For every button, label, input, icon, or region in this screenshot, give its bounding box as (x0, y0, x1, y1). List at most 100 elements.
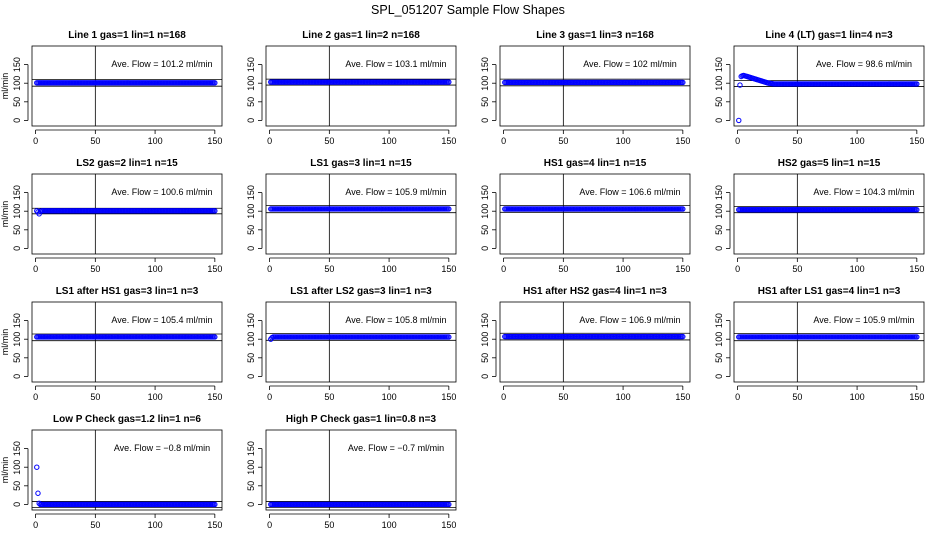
x-tick-label: 100 (148, 136, 163, 146)
panel-title: Line 3 gas=1 lin=3 n=168 (536, 30, 654, 41)
x-tick-label: 50 (792, 136, 802, 146)
x-tick-label: 100 (850, 392, 865, 402)
data-point (914, 207, 920, 213)
y-tick-label: 0 (480, 246, 490, 251)
x-tick-label: 100 (616, 392, 631, 402)
data-point (680, 79, 686, 86)
data-points (502, 333, 686, 340)
data-points (502, 79, 686, 86)
y-tick-label: 100 (714, 204, 724, 219)
panel: Line 1 gas=1 lin=1 n=168 Ave. Flow = 101.… (0, 30, 223, 146)
x-tick-label: 50 (90, 136, 100, 146)
average-flow-label: Ave. Flow = −0.8 ml/min (114, 443, 210, 453)
x-tick-label: 150 (675, 264, 690, 274)
data-points (268, 334, 452, 342)
x-tick-label: 0 (33, 520, 38, 530)
x-tick-label: 150 (441, 264, 456, 274)
average-flow-label: Ave. Flow = 106.9 ml/min (579, 315, 680, 325)
panel: HS1 gas=4 lin=1 n=15 Ave. Flow = 106.6 ml… (480, 158, 691, 274)
average-flow-label: Ave. Flow = 105.9 ml/min (345, 187, 446, 197)
panel-title: HS2 gas=5 lin=1 n=15 (778, 158, 881, 169)
x-tick-label: 100 (616, 136, 631, 146)
y-tick-label: 150 (12, 313, 22, 328)
y-tick-label: 150 (246, 57, 256, 72)
y-axis-label: ml/min (0, 329, 10, 356)
average-flow-label: Ave. Flow = 106.6 ml/min (579, 187, 680, 197)
y-tick-label: 50 (480, 225, 490, 235)
y-tick-label: 0 (12, 374, 22, 379)
y-tick-label: 0 (480, 118, 490, 123)
data-point (212, 208, 218, 214)
y-tick-label: 50 (714, 97, 724, 107)
x-tick-label: 0 (501, 392, 506, 402)
y-tick-label: 0 (714, 374, 724, 379)
y-tick-label: 50 (480, 97, 490, 107)
y-tick-label: 0 (246, 502, 256, 507)
data-point (680, 206, 686, 212)
average-flow-label: Ave. Flow = 98.6 ml/min (816, 59, 912, 69)
y-tick-label: 50 (480, 353, 490, 363)
x-tick-label: 150 (909, 392, 924, 402)
x-tick-label: 150 (441, 520, 456, 530)
x-tick-label: 100 (382, 264, 397, 274)
x-tick-label: 150 (675, 392, 690, 402)
x-tick-label: 100 (382, 392, 397, 402)
x-tick-label: 50 (558, 264, 568, 274)
data-point (914, 81, 920, 87)
x-tick-label: 150 (207, 264, 222, 274)
data-point (446, 79, 452, 85)
panel-title: Line 2 gas=1 lin=2 n=168 (302, 30, 420, 41)
plot-frame (733, 45, 925, 127)
x-tick-label: 50 (90, 392, 100, 402)
y-tick-label: 100 (480, 332, 490, 347)
y-tick-label: 50 (246, 97, 256, 107)
panel: LS1 gas=3 lin=1 n=15 Ave. Flow = 105.9 ml… (246, 158, 457, 274)
y-axis-label: ml/min (0, 201, 10, 228)
panel-title: HS1 after LS1 gas=4 lin=1 n=3 (758, 286, 901, 297)
panel: LS1 after HS1 gas=3 lin=1 n=3 Ave. Flow =… (0, 286, 223, 402)
plot-frame (265, 429, 457, 511)
y-tick-label: 150 (480, 313, 490, 328)
x-tick-label: 50 (792, 264, 802, 274)
panel-title: Line 4 (LT) gas=1 lin=4 n=3 (765, 30, 893, 41)
y-tick-label: 150 (714, 313, 724, 328)
y-tick-label: 150 (12, 441, 22, 456)
x-tick-label: 100 (850, 264, 865, 274)
data-point (212, 334, 218, 340)
x-tick-label: 150 (207, 520, 222, 530)
y-tick-label: 150 (246, 441, 256, 456)
average-flow-label: Ave. Flow = −0.7 ml/min (348, 443, 444, 453)
panels-group: Line 1 gas=1 lin=1 n=168 Ave. Flow = 101.… (0, 30, 925, 530)
average-flow-label: Ave. Flow = 101.2 ml/min (111, 59, 212, 69)
x-tick-label: 50 (90, 264, 100, 274)
y-tick-label: 150 (714, 57, 724, 72)
data-point (446, 334, 452, 340)
x-tick-label: 100 (382, 136, 397, 146)
data-points (736, 334, 920, 340)
y-tick-label: 50 (714, 225, 724, 235)
data-points (34, 208, 218, 217)
y-tick-label: 100 (246, 460, 256, 475)
data-point (35, 490, 41, 496)
average-flow-label: Ave. Flow = 105.8 ml/min (345, 315, 446, 325)
x-tick-label: 0 (735, 136, 740, 146)
plot-frame (733, 173, 925, 255)
y-tick-label: 50 (12, 97, 22, 107)
x-tick-label: 100 (616, 264, 631, 274)
data-points (268, 79, 452, 85)
y-tick-label: 0 (12, 246, 22, 251)
y-axis-label: ml/min (0, 73, 10, 100)
plot-frame (31, 301, 223, 383)
x-tick-label: 150 (675, 136, 690, 146)
data-points (268, 206, 452, 212)
panel-title: LS1 gas=3 lin=1 n=15 (310, 158, 412, 169)
data-points (736, 72, 920, 124)
panel: LS2 gas=2 lin=1 n=15 Ave. Flow = 100.6 ml… (0, 158, 223, 274)
y-tick-label: 50 (12, 481, 22, 491)
data-points (736, 207, 920, 213)
data-point (680, 333, 686, 340)
x-tick-label: 50 (324, 264, 334, 274)
x-tick-label: 100 (148, 520, 163, 530)
y-tick-label: 100 (480, 76, 490, 91)
